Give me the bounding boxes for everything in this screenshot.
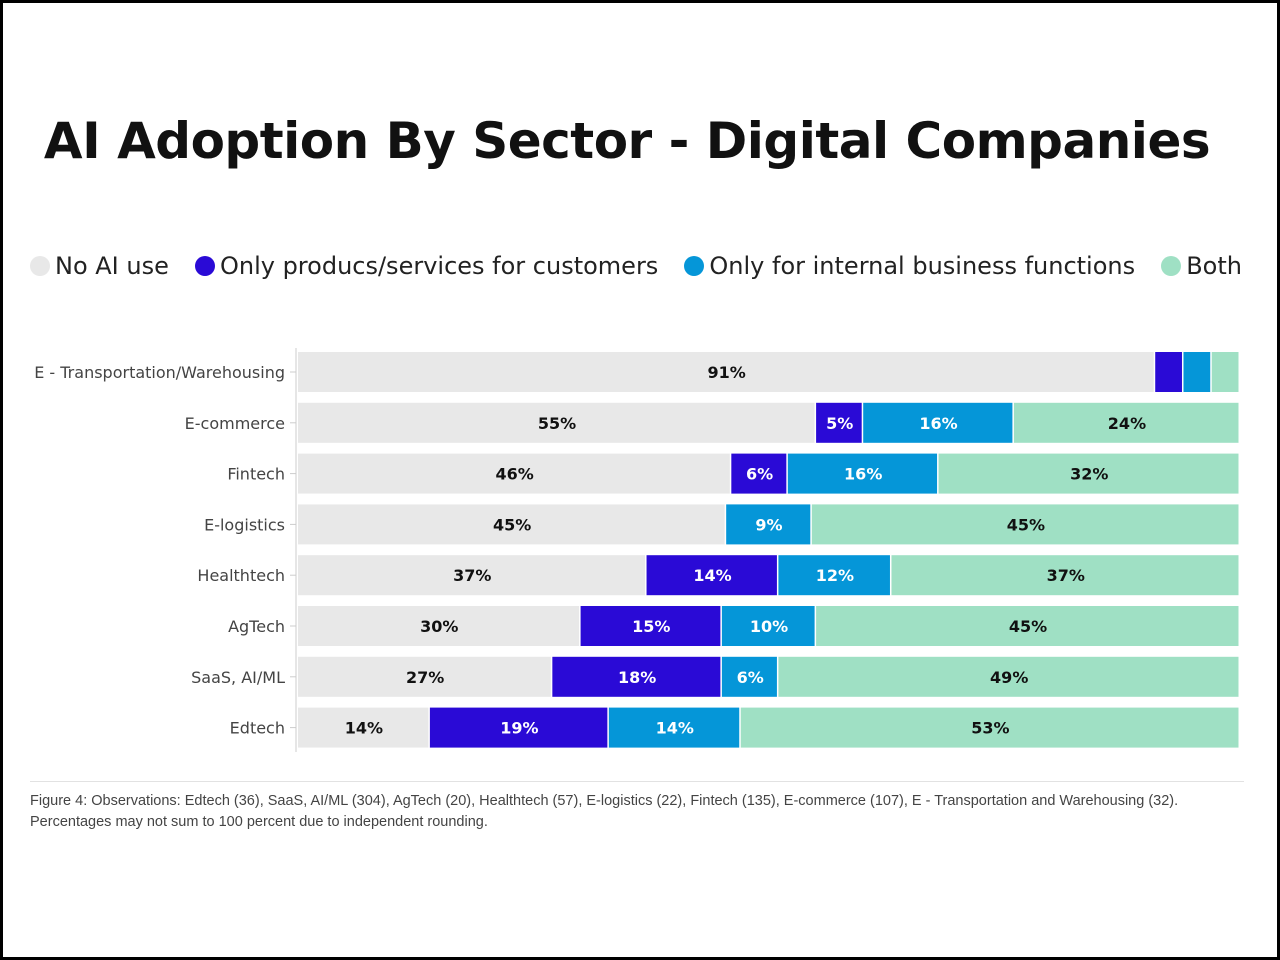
data-label: 12% — [816, 566, 854, 585]
bar-segment — [429, 707, 608, 748]
data-label: 14% — [345, 719, 383, 738]
category-label: Fintech — [227, 465, 285, 484]
bar-segment — [298, 402, 815, 443]
bar-segment — [778, 656, 1239, 697]
bar-segment — [863, 402, 1013, 443]
bar-segment — [298, 453, 730, 494]
bar-segment — [646, 555, 777, 596]
data-label: 19% — [500, 719, 538, 738]
data-label: 14% — [656, 719, 694, 738]
bar-segment — [552, 656, 721, 697]
bar-segment — [298, 555, 646, 596]
bar-segment — [731, 453, 787, 494]
bar-segment — [816, 402, 862, 443]
legend-dot — [30, 256, 50, 276]
data-label: 6% — [746, 465, 773, 484]
data-label: 37% — [453, 566, 491, 585]
legend-label: Both — [1186, 252, 1242, 280]
data-label: 53% — [971, 719, 1009, 738]
legend-item-customers: Only producs/services for customers — [194, 252, 659, 280]
data-label: 5% — [826, 414, 853, 433]
data-label: 9% — [755, 515, 782, 534]
bar-segment — [298, 707, 429, 748]
data-label: 6% — [737, 668, 764, 687]
data-label: 91% — [707, 363, 745, 382]
data-label: 46% — [496, 465, 534, 484]
category-label: E-commerce — [185, 414, 285, 433]
legend-label: No AI use — [55, 252, 169, 280]
bar-segment — [1155, 352, 1182, 392]
chart-title: AI Adoption By Sector - Digital Companie… — [43, 112, 1211, 170]
bar-segment — [580, 606, 721, 646]
data-label: 55% — [538, 414, 576, 433]
bar-segment — [298, 352, 1154, 392]
bar-segment — [298, 504, 725, 545]
bar-segment — [298, 656, 551, 697]
legend: No AI use Only producs/services for cust… — [30, 252, 1242, 280]
data-label: 14% — [693, 566, 731, 585]
legend-item-no-ai: No AI use — [30, 252, 169, 280]
category-label: E-logistics — [204, 515, 285, 534]
data-label: 10% — [750, 617, 788, 636]
legend-label: Only producs/services for customers — [219, 252, 659, 280]
legend-dot — [1161, 256, 1182, 276]
category-label: E - Transportation/Warehousing — [34, 363, 285, 382]
bar-segment — [298, 606, 580, 646]
legend-item-both: Both — [1161, 252, 1242, 280]
data-label: 30% — [420, 617, 458, 636]
bar-segment — [938, 453, 1239, 494]
category-label: AgTech — [228, 617, 285, 636]
bar-segment — [726, 504, 811, 545]
data-label: 16% — [919, 414, 957, 433]
data-label: 37% — [1047, 566, 1085, 585]
legend-label: Only for internal business functions — [709, 252, 1136, 280]
bar-segment — [740, 707, 1239, 748]
data-label: 45% — [493, 515, 531, 534]
bar-segment — [1211, 352, 1239, 392]
bar-segment — [778, 555, 890, 596]
data-label: 18% — [618, 668, 656, 687]
bar-segment — [811, 504, 1239, 545]
category-label: SaaS, AI/ML — [191, 668, 285, 687]
data-label: 32% — [1070, 465, 1108, 484]
data-label: 24% — [1108, 414, 1146, 433]
data-label: 45% — [1009, 617, 1047, 636]
data-label: 45% — [1007, 515, 1045, 534]
data-label: 15% — [632, 617, 670, 636]
data-label: 16% — [844, 465, 882, 484]
bar-segment — [721, 656, 777, 697]
bar-segment — [608, 707, 740, 748]
legend-dot — [684, 256, 705, 276]
category-label: Healthtech — [197, 566, 285, 585]
category-label: Edtech — [230, 719, 285, 738]
bar-segment — [816, 606, 1239, 646]
data-label: 49% — [990, 668, 1028, 687]
bar-segment — [721, 606, 815, 646]
bar-segment — [787, 453, 938, 494]
bar-segment — [891, 555, 1239, 596]
divider — [30, 781, 1244, 782]
legend-item-internal: Only for internal business functions — [684, 252, 1135, 280]
data-label: 27% — [406, 668, 444, 687]
bar-segment — [1183, 352, 1211, 392]
bar-segment — [1013, 402, 1239, 443]
footnote: Figure 4: Observations: Edtech (36), Saa… — [30, 793, 1179, 830]
legend-dot — [194, 256, 215, 276]
